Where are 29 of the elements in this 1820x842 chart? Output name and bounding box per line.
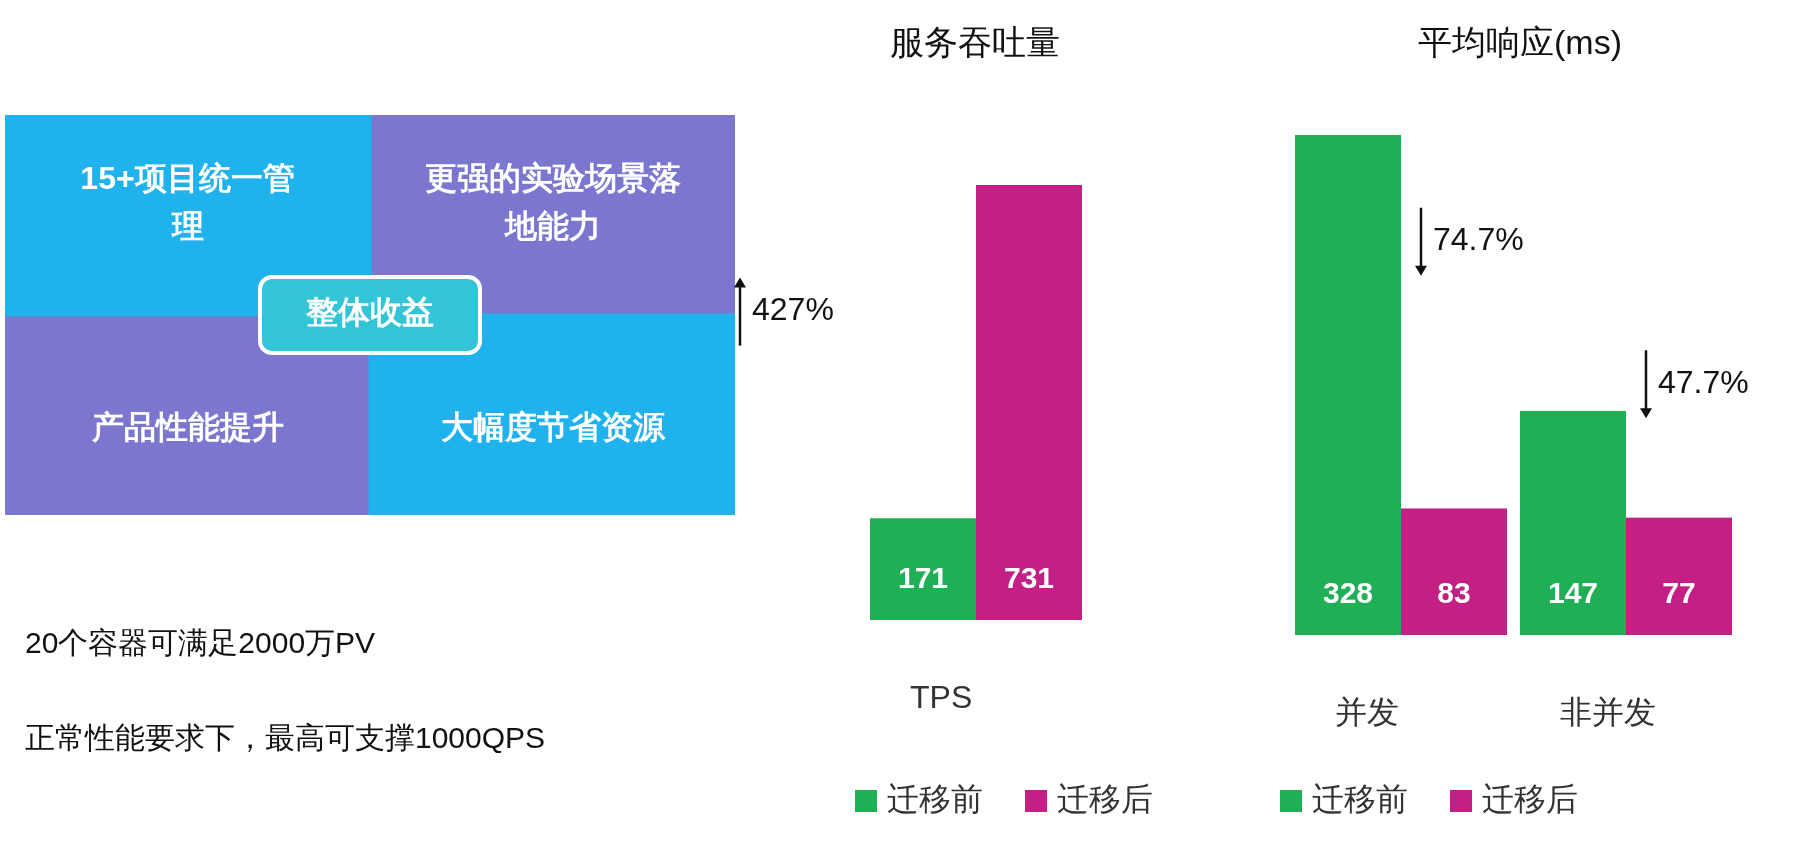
text: 产品性能提升 [90,409,284,446]
x-tick-label: 并发 [1335,694,1399,731]
legend-label: 迁移前 [1312,781,1408,818]
chart-title: 服务吞吐量 [890,22,1060,61]
text: 20个容器可满足2000万PV [25,625,376,659]
legend-label: 迁移后 [1057,781,1153,818]
data-label: 328 [1322,575,1374,609]
x-tick-label: 非并发 [1560,694,1656,731]
chart-title: 平均响应(ms) [1418,22,1622,61]
x-tick-label: TPS [910,679,973,716]
data-label: 77 [1662,575,1696,609]
text: 427% [752,291,834,328]
data-label: 171 [897,560,949,594]
text: 整体收益 [305,294,434,331]
data-label: 147 [1547,575,1599,609]
annotation: 47.7% [1658,363,1749,400]
bar [1520,410,1626,635]
text: 15+项目统一管理 [80,160,295,245]
bar [1295,135,1401,635]
legend-label: 迁移前 [887,781,983,818]
annotation: 74.7% [1433,221,1524,258]
data-label: 83 [1437,575,1471,609]
text: 正常性能要求下，最高可支撑1000QPS [25,720,546,754]
bar [1401,508,1507,635]
text: 大幅度节省资源 [440,409,666,446]
data-label: 731 [1003,560,1055,594]
legend-label: 迁移后 [1482,781,1578,818]
bar [1626,517,1732,635]
text: 更强的实验场景落地能力 [424,160,681,245]
